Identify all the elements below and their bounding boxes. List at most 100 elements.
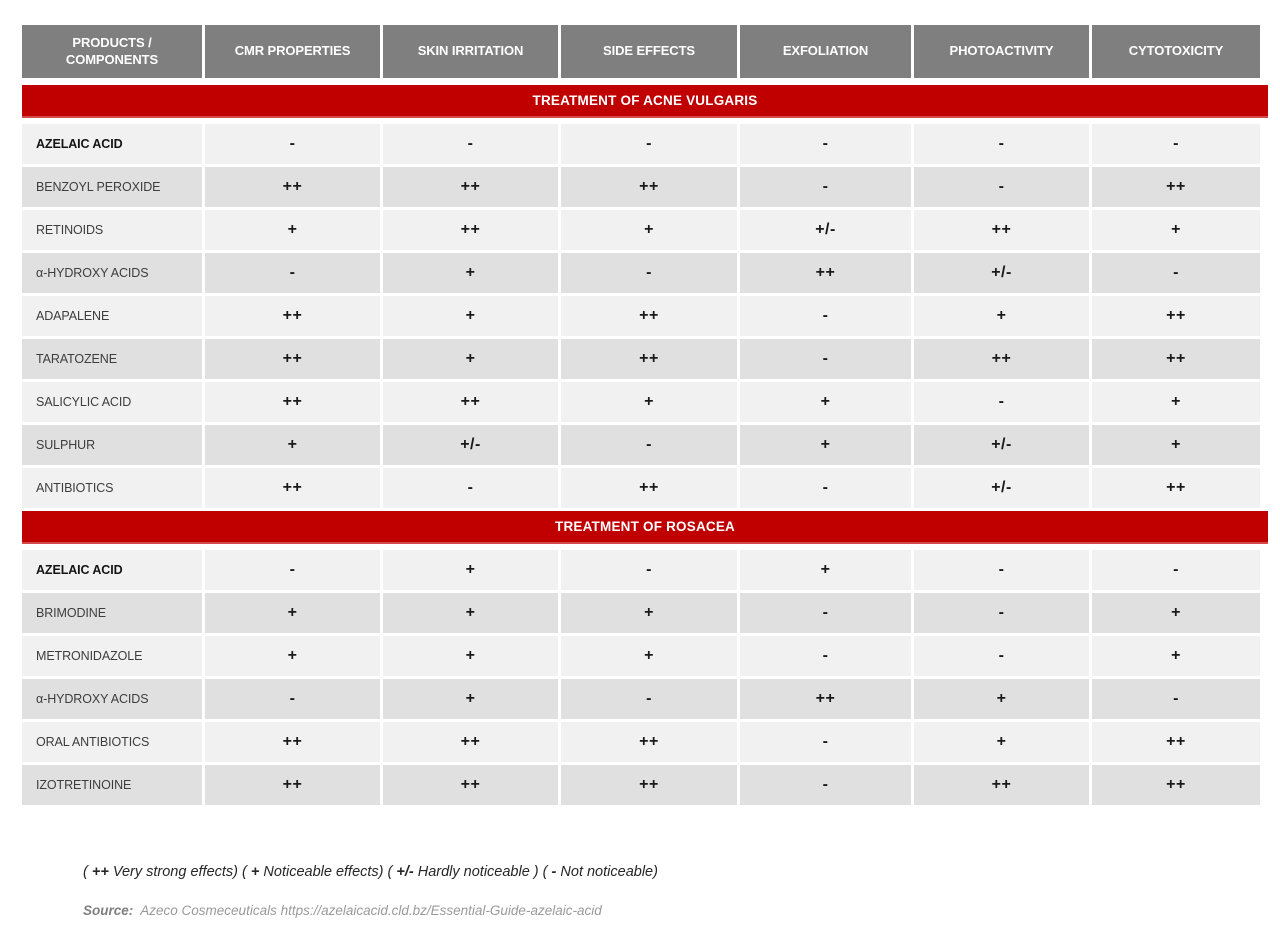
product-name-cell: AZELAIC ACID [22,124,202,164]
rating-cell: + [561,593,737,633]
rating-cell: +/- [383,425,558,465]
table-row: ORAL ANTIBIOTICS ++ ++ ++ - + ++ [22,722,1260,762]
rating-cell: ++ [1092,296,1260,336]
rating-cell: ++ [205,722,380,762]
rating-cell: ++ [561,167,737,207]
rating-cell: +/- [914,425,1089,465]
table-row: AZELAIC ACID - - - - - - [22,124,1260,164]
rating-cell: ++ [1092,765,1260,805]
rating-cell: - [740,765,911,805]
rating-cell: + [1092,382,1260,422]
rating-cell: - [561,679,737,719]
rating-cell: - [561,253,737,293]
column-header-cytotoxicity: CYTOTOXICITY [1092,25,1260,78]
product-name-cell: ANTIBIOTICS [22,468,202,508]
rating-cell: ++ [561,296,737,336]
table-row: SULPHUR + +/- - + +/- + [22,425,1260,465]
rating-cell: + [561,382,737,422]
rating-cell: ++ [383,382,558,422]
rating-cell: + [205,425,380,465]
rating-cell: ++ [914,765,1089,805]
products-comparison-table: PRODUCTS / COMPONENTS CMR PROPERTIES SKIN … [22,25,1268,808]
product-name-cell: SALICYLIC ACID [22,382,202,422]
column-header-skin-irritation: SKIN IRRITATION [383,25,558,78]
rating-cell: - [914,593,1089,633]
rating-cell: + [914,679,1089,719]
source-line: Source: Azeco Cosmeceuticals https://azel… [83,903,602,918]
rating-cell: + [205,636,380,676]
rating-cell: - [740,593,911,633]
rating-cell: - [740,296,911,336]
table-row: α-HYDROXY ACIDS - + - ++ +/- - [22,253,1260,293]
section-banner: TREATMENT OF ROSACEA [22,511,1268,544]
rating-cell: + [561,210,737,250]
rating-cell: - [1092,253,1260,293]
rating-cell: + [1092,636,1260,676]
rating-cell: ++ [561,722,737,762]
rating-cell: - [740,722,911,762]
product-name-cell: α-HYDROXY ACIDS [22,679,202,719]
rating-cell: + [1092,425,1260,465]
table-row: SALICYLIC ACID ++ ++ + + - + [22,382,1260,422]
rating-cell: - [740,339,911,379]
product-name-cell: BENZOYL PEROXIDE [22,167,202,207]
rating-cell: ++ [1092,722,1260,762]
rating-cell: ++ [205,296,380,336]
rating-cell: - [914,124,1089,164]
rating-cell: + [383,339,558,379]
table-row: METRONIDAZOLE + + + - - + [22,636,1260,676]
table-row: BENZOYL PEROXIDE ++ ++ ++ - - ++ [22,167,1260,207]
table-row: BRIMODINE + + + - - + [22,593,1260,633]
rating-cell: - [1092,550,1260,590]
rating-cell: +/- [740,210,911,250]
rating-cell: - [740,167,911,207]
rating-cell: - [383,124,558,164]
rating-cell: + [1092,593,1260,633]
rating-cell: ++ [383,210,558,250]
rating-cell: ++ [205,167,380,207]
column-header-photoactivity: PHOTOACTIVITY [914,25,1089,78]
column-header-products-components: PRODUCTS / COMPONENTS [22,25,202,78]
rating-cell: - [914,382,1089,422]
rating-cell: + [740,425,911,465]
product-name-cell: ADAPALENE [22,296,202,336]
table-header-row: PRODUCTS / COMPONENTS CMR PROPERTIES SKIN … [22,25,1260,78]
table-row: ANTIBIOTICS ++ - ++ - +/- ++ [22,468,1260,508]
rating-cell: ++ [205,339,380,379]
rating-cell: ++ [740,679,911,719]
rating-cell: - [383,468,558,508]
rating-cell: - [740,124,911,164]
rating-cell: ++ [383,722,558,762]
legend-symbol: + [250,864,260,880]
rating-cell: - [561,550,737,590]
legend-symbol: ++ [91,864,109,880]
product-name-cell: IZOTRETINOINE [22,765,202,805]
table-row: ADAPALENE ++ + ++ - + ++ [22,296,1260,336]
product-name-cell: AZELAIC ACID [22,550,202,590]
rating-cell: + [740,382,911,422]
rating-cell: - [205,253,380,293]
rating-cell: + [740,550,911,590]
product-name-cell: BRIMODINE [22,593,202,633]
rating-cell: - [740,636,911,676]
rating-cell: - [1092,124,1260,164]
product-name-cell: SULPHUR [22,425,202,465]
rating-cell: + [205,593,380,633]
column-header-side-effects: SIDE EFFECTS [561,25,737,78]
table-row: IZOTRETINOINE ++ ++ ++ - ++ ++ [22,765,1260,805]
table-row: AZELAIC ACID - + - + - - [22,550,1260,590]
product-name-cell: ORAL ANTIBIOTICS [22,722,202,762]
rating-cell: ++ [205,765,380,805]
source-text: Azeco Cosmeceuticals https://azelaicacid… [140,903,602,918]
rating-cell: - [914,636,1089,676]
source-label: Source: [83,903,134,918]
rating-cell: + [383,679,558,719]
table-body: TREATMENT OF ACNE VULGARIS AZELAIC ACID - -… [22,85,1268,805]
rating-cell: ++ [740,253,911,293]
product-name-cell: RETINOIDS [22,210,202,250]
column-header-exfoliation: EXFOLIATION [740,25,911,78]
rating-cell: ++ [914,210,1089,250]
rating-cell: + [914,296,1089,336]
rating-cell: + [1092,210,1260,250]
rating-cell: - [914,550,1089,590]
